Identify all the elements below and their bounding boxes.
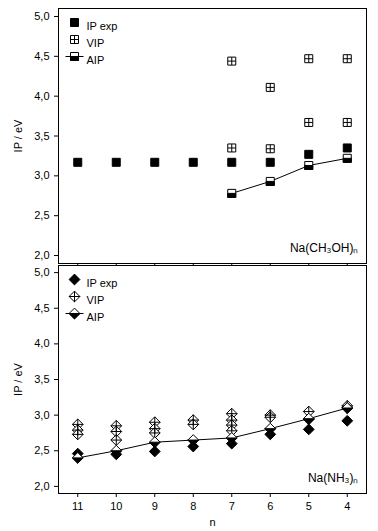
svg-text:5: 5 <box>306 500 312 512</box>
svg-text:n: n <box>209 516 215 528</box>
svg-text:4: 4 <box>344 500 350 512</box>
svg-text:6: 6 <box>267 500 273 512</box>
svg-text:IP / eV: IP / eV <box>12 119 24 152</box>
svg-text:4,0: 4,0 <box>34 337 49 349</box>
svg-text:2,5: 2,5 <box>34 209 49 221</box>
svg-text:7: 7 <box>229 500 235 512</box>
svg-text:9: 9 <box>152 500 158 512</box>
svg-text:4,5: 4,5 <box>34 302 49 314</box>
svg-text:2,0: 2,0 <box>34 480 49 492</box>
svg-text:3,0: 3,0 <box>34 169 49 181</box>
svg-text:4,5: 4,5 <box>34 50 49 62</box>
svg-text:5,0: 5,0 <box>34 266 49 278</box>
svg-text:Na(CH₃OH)ₙ: Na(CH₃OH)ₙ <box>290 241 359 255</box>
svg-text:11: 11 <box>72 500 83 512</box>
svg-text:VIP: VIP <box>87 37 105 49</box>
svg-text:10: 10 <box>110 500 122 512</box>
svg-text:IP exp: IP exp <box>87 20 118 32</box>
svg-text:4,0: 4,0 <box>34 90 49 102</box>
svg-text:IP exp: IP exp <box>87 277 118 289</box>
svg-text:3,5: 3,5 <box>34 130 49 142</box>
svg-text:3,5: 3,5 <box>34 373 49 385</box>
svg-text:2,5: 2,5 <box>34 444 49 456</box>
svg-text:5,0: 5,0 <box>34 10 49 22</box>
svg-text:AIP: AIP <box>87 311 105 323</box>
svg-text:8: 8 <box>190 500 196 512</box>
svg-text:Na(NH₃)ₙ: Na(NH₃)ₙ <box>308 471 359 485</box>
svg-text:VIP: VIP <box>87 294 105 306</box>
svg-text:IP / eV: IP / eV <box>12 362 24 395</box>
svg-text:AIP: AIP <box>87 54 105 66</box>
svg-text:3,0: 3,0 <box>34 409 49 421</box>
svg-text:2,0: 2,0 <box>34 249 49 261</box>
